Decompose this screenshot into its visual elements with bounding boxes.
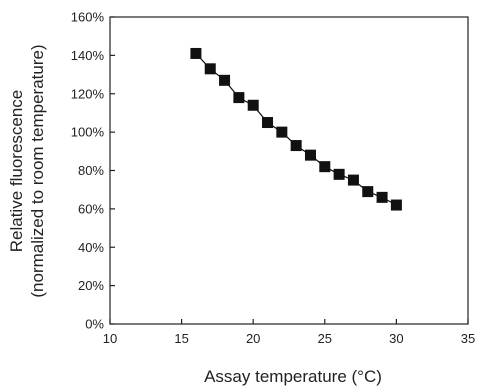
x-tick-label: 15 — [174, 331, 188, 346]
y-tick-label: 120% — [71, 86, 105, 101]
y-tick-label: 20% — [78, 278, 104, 293]
x-tick-label: 25 — [318, 331, 332, 346]
data-point — [319, 161, 331, 173]
data-point — [276, 126, 288, 138]
x-axis-ticks: 10 15 20 25 30 35 — [103, 319, 475, 346]
y-tick-label: 60% — [78, 201, 104, 216]
data-point — [233, 92, 245, 104]
data-series — [190, 47, 402, 211]
y-tick-label: 100% — [71, 125, 105, 140]
data-point — [247, 99, 259, 111]
data-point — [290, 140, 302, 152]
y-axis-ticks: 0% 20% 40% 60% 80% 100% 120% 140% 160% — [71, 10, 115, 332]
data-point — [304, 149, 316, 161]
data-point — [362, 186, 374, 198]
x-tick-label: 35 — [461, 331, 475, 346]
x-tick-label: 20 — [246, 331, 260, 346]
y-tick-label: 80% — [78, 163, 104, 178]
y-tick-label: 40% — [78, 240, 104, 255]
y-axis-label-line2: (normalized to room temperature) — [28, 44, 47, 297]
y-tick-label: 140% — [71, 48, 105, 63]
data-point — [204, 63, 216, 75]
x-tick-label: 10 — [103, 331, 117, 346]
plot-frame — [109, 16, 469, 325]
x-axis-label: Assay temperature (°C) — [204, 367, 382, 386]
y-tick-label: 160% — [71, 10, 105, 25]
data-point — [219, 74, 231, 86]
plot-border — [109, 16, 469, 325]
data-point — [376, 191, 388, 203]
data-point — [390, 199, 402, 211]
y-tick-label: 0% — [85, 317, 104, 332]
data-point — [333, 168, 345, 180]
data-point — [190, 47, 202, 59]
data-point — [347, 174, 359, 186]
data-point — [262, 117, 274, 129]
x-tick-label: 30 — [389, 331, 403, 346]
y-axis-label-line1: Relative fluorescence — [7, 90, 26, 253]
